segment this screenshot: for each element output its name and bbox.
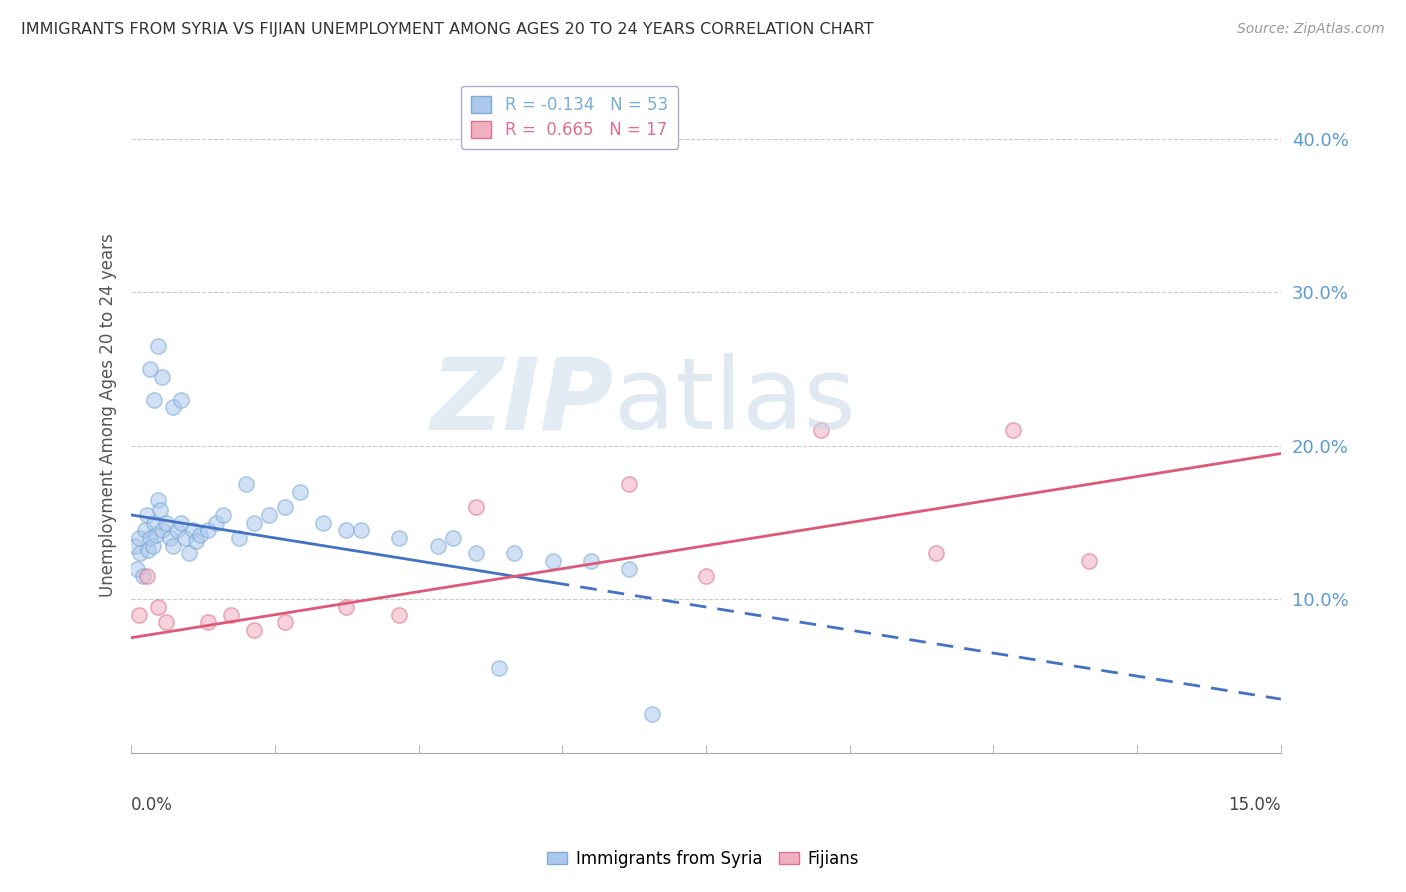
- Point: [257, 508, 280, 522]
- Point: [243, 623, 266, 637]
- Point: [925, 546, 948, 560]
- Point: [465, 500, 488, 515]
- Point: [159, 531, 181, 545]
- Point: [162, 539, 184, 553]
- Point: [186, 534, 208, 549]
- Point: [143, 392, 166, 407]
- Point: [146, 492, 169, 507]
- Point: [488, 661, 510, 675]
- Text: 0.0%: 0.0%: [131, 796, 173, 814]
- Point: [388, 531, 411, 545]
- Point: [128, 531, 150, 545]
- Point: [146, 339, 169, 353]
- Point: [177, 546, 200, 560]
- Point: [139, 362, 162, 376]
- Text: ZIP: ZIP: [432, 353, 614, 450]
- Text: atlas: atlas: [614, 353, 856, 450]
- Point: [335, 600, 357, 615]
- Point: [142, 539, 165, 553]
- Point: [181, 523, 204, 537]
- Point: [288, 484, 311, 499]
- Point: [145, 528, 167, 542]
- Point: [541, 554, 564, 568]
- Point: [197, 615, 219, 630]
- Point: [335, 523, 357, 537]
- Point: [235, 477, 257, 491]
- Point: [1078, 554, 1101, 568]
- Y-axis label: Unemployment Among Ages 20 to 24 years: Unemployment Among Ages 20 to 24 years: [100, 234, 117, 597]
- Point: [228, 531, 250, 545]
- Point: [166, 523, 188, 537]
- Point: [188, 528, 211, 542]
- Point: [204, 516, 226, 530]
- Point: [170, 392, 193, 407]
- Point: [135, 508, 157, 522]
- Point: [212, 508, 235, 522]
- Point: [132, 569, 155, 583]
- Point: [465, 546, 488, 560]
- Point: [146, 600, 169, 615]
- Point: [150, 523, 173, 537]
- Point: [441, 531, 464, 545]
- Point: [174, 531, 197, 545]
- Point: [695, 569, 717, 583]
- Legend: R = -0.134   N = 53, R =  0.665   N = 17: R = -0.134 N = 53, R = 0.665 N = 17: [461, 86, 678, 149]
- Point: [149, 503, 172, 517]
- Point: [128, 607, 150, 622]
- Text: Source: ZipAtlas.com: Source: ZipAtlas.com: [1237, 22, 1385, 37]
- Point: [273, 500, 295, 515]
- Point: [143, 516, 166, 530]
- Point: [155, 615, 177, 630]
- Point: [136, 543, 159, 558]
- Point: [155, 516, 177, 530]
- Point: [129, 546, 152, 560]
- Point: [135, 569, 157, 583]
- Point: [810, 424, 832, 438]
- Point: [134, 523, 156, 537]
- Point: [243, 516, 266, 530]
- Point: [124, 539, 146, 553]
- Text: IMMIGRANTS FROM SYRIA VS FIJIAN UNEMPLOYMENT AMONG AGES 20 TO 24 YEARS CORRELATI: IMMIGRANTS FROM SYRIA VS FIJIAN UNEMPLOY…: [21, 22, 873, 37]
- Point: [619, 561, 641, 575]
- Point: [641, 707, 664, 722]
- Point: [273, 615, 295, 630]
- Point: [219, 607, 242, 622]
- Point: [197, 523, 219, 537]
- Point: [388, 607, 411, 622]
- Point: [503, 546, 526, 560]
- Text: 15.0%: 15.0%: [1229, 796, 1281, 814]
- Point: [150, 369, 173, 384]
- Point: [312, 516, 335, 530]
- Point: [619, 477, 641, 491]
- Point: [139, 531, 162, 545]
- Point: [127, 561, 149, 575]
- Point: [170, 516, 193, 530]
- Legend: Immigrants from Syria, Fijians: Immigrants from Syria, Fijians: [541, 844, 865, 875]
- Point: [426, 539, 449, 553]
- Point: [350, 523, 373, 537]
- Point: [579, 554, 602, 568]
- Point: [1001, 424, 1024, 438]
- Point: [162, 401, 184, 415]
